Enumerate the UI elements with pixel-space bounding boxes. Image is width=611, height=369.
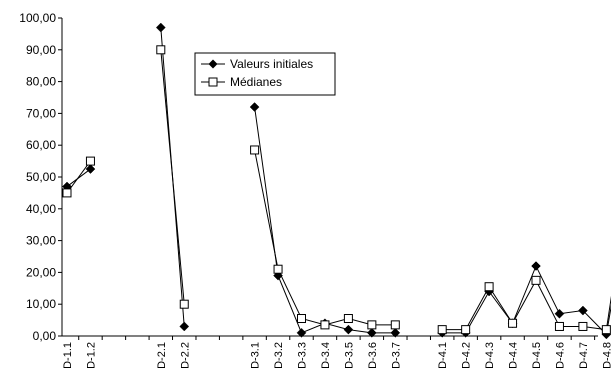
data-point-diamond xyxy=(343,324,354,335)
x-tick-label: D-3.5 xyxy=(343,342,355,369)
data-point-square xyxy=(437,325,447,335)
data-point-square xyxy=(250,145,260,155)
data-point-diamond xyxy=(578,305,588,316)
y-tick-label: 20,00 xyxy=(26,265,56,279)
x-tick-label: D-1.2 xyxy=(85,342,97,369)
data-point-square xyxy=(578,321,588,331)
x-tick-label: D-2.1 xyxy=(156,342,168,369)
series-valeurs-initiales xyxy=(62,22,611,340)
legend-label: Médianes xyxy=(230,75,282,89)
data-point-square xyxy=(320,320,330,330)
x-tick-label: D-4.2 xyxy=(461,342,473,369)
x-tick-label: D-4.4 xyxy=(508,342,520,369)
x-tick-label: D-3.2 xyxy=(273,342,285,369)
x-tick-label: D-4.8 xyxy=(601,342,611,369)
x-tick-label: D-4.5 xyxy=(531,342,543,369)
series-line xyxy=(442,279,611,331)
data-point-diamond xyxy=(296,327,307,338)
x-tick-label: D-4.6 xyxy=(554,342,566,369)
data-point-diamond xyxy=(179,321,190,332)
data-point-square xyxy=(62,188,72,198)
data-point-diamond xyxy=(366,327,377,338)
data-point-square xyxy=(85,156,95,166)
y-axis: 0,00 10,00 20,00 30,00 40,00 50,00 60,00 70,00 8… xyxy=(19,11,63,343)
legend: Valeurs initiales Médianes xyxy=(194,52,336,96)
legend-entry: Médianes xyxy=(201,75,282,89)
data-point-square xyxy=(390,320,400,330)
series-medianes xyxy=(62,45,611,335)
data-point-diamond xyxy=(85,164,96,174)
data-point-diamond xyxy=(554,308,565,319)
y-tick-label: 50,00 xyxy=(26,170,56,184)
y-tick-label: 100,00 xyxy=(19,11,56,25)
series-line xyxy=(66,160,91,194)
y-tick-label: 90,00 xyxy=(26,43,56,57)
data-point-square xyxy=(297,314,306,324)
data-point-square xyxy=(601,325,611,335)
data-point-square xyxy=(461,325,471,335)
x-tick-label: D-4.1 xyxy=(437,342,449,369)
x-axis: D-1.1 D-1.2 D-2.1 D-2.2 D-3.1 D-3.2 D-3.3 D-3.4… xyxy=(62,335,611,369)
x-tick-label: D-3.3 xyxy=(297,342,309,369)
x-tick-label: D-3.1 xyxy=(250,342,262,369)
y-tick-label: 60,00 xyxy=(26,138,56,152)
x-tick-label: D-2.2 xyxy=(179,342,191,369)
series-line xyxy=(442,264,611,336)
x-tick-label: D-1.1 xyxy=(62,342,74,369)
data-point-square xyxy=(273,264,283,274)
data-point-square xyxy=(156,45,166,55)
y-tick-label: 40,00 xyxy=(26,202,56,216)
data-point-diamond xyxy=(155,22,166,33)
x-tick-label: D-3.4 xyxy=(320,342,332,369)
y-tick-label: 80,00 xyxy=(26,75,56,89)
y-tick-label: 70,00 xyxy=(26,106,56,120)
y-tick-label: 30,00 xyxy=(26,234,56,248)
x-tick-label: D-3.6 xyxy=(367,342,379,369)
data-point-diamond xyxy=(390,327,401,338)
legend-marker-diamond xyxy=(208,59,218,69)
data-point-diamond xyxy=(249,102,260,112)
data-point-square xyxy=(554,321,564,331)
legend-box xyxy=(194,52,336,96)
series-line xyxy=(160,49,185,305)
data-point-square xyxy=(367,320,377,330)
data-point-diamond xyxy=(531,261,541,271)
x-tick-label: D-4.7 xyxy=(578,342,590,369)
data-point-square xyxy=(508,318,518,328)
y-tick-label: 10,00 xyxy=(26,297,56,311)
data-point-square xyxy=(531,275,541,285)
data-point-square xyxy=(343,314,353,324)
data-point-square xyxy=(179,299,189,309)
series-layer xyxy=(62,22,611,340)
legend-label: Valeurs initiales xyxy=(230,57,313,71)
series-line xyxy=(254,106,396,334)
x-tick-label: D-4.3 xyxy=(484,342,496,369)
series-line xyxy=(254,149,396,326)
y-tick-label: 0,00 xyxy=(33,329,57,343)
x-tick-label: D-3.7 xyxy=(390,342,402,369)
legend-entry: Valeurs initiales xyxy=(201,57,313,71)
legend-marker-square xyxy=(208,77,218,87)
data-point-square xyxy=(484,282,494,292)
